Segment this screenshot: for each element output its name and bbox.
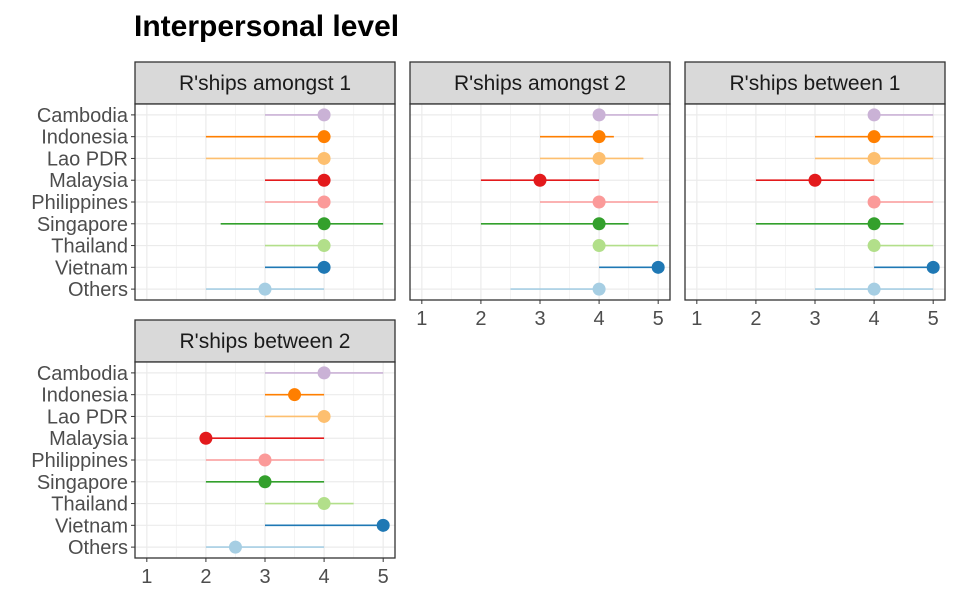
y-tick-label: Indonesia xyxy=(41,127,129,149)
facet-strip xyxy=(134,319,396,363)
y-tick-label: Philippines xyxy=(31,450,128,472)
x-tick-label: 2 xyxy=(200,566,211,588)
x-tick-label: 1 xyxy=(416,308,427,330)
data-point xyxy=(651,260,665,274)
data-point xyxy=(867,282,881,296)
y-tick-label: Philippines xyxy=(31,192,128,214)
data-point xyxy=(288,388,302,402)
y-tick-label: Vietnam xyxy=(55,515,128,537)
data-point xyxy=(592,151,606,165)
x-tick-label: 2 xyxy=(750,308,761,330)
data-point xyxy=(317,151,331,165)
data-point xyxy=(592,195,606,209)
data-point xyxy=(592,282,606,296)
data-point xyxy=(867,195,881,209)
x-tick-label: 4 xyxy=(869,308,880,330)
data-point xyxy=(317,366,331,380)
y-tick-label: Others xyxy=(68,279,128,301)
data-point xyxy=(592,130,606,144)
x-tick-label: 3 xyxy=(809,308,820,330)
x-tick-label: 5 xyxy=(928,308,939,330)
data-point xyxy=(592,239,606,253)
data-point xyxy=(926,260,940,274)
data-point xyxy=(317,497,331,511)
y-tick-label: Thailand xyxy=(51,494,128,516)
facet-strip-label: R'ships between 2 xyxy=(180,330,351,353)
x-tick-label: 2 xyxy=(475,308,486,330)
x-tick-label: 3 xyxy=(259,566,270,588)
data-point xyxy=(317,108,331,122)
y-tick-label: Others xyxy=(68,537,128,559)
data-point xyxy=(258,475,272,489)
x-tick-label: 3 xyxy=(534,308,545,330)
facet-strip xyxy=(409,61,671,105)
data-point xyxy=(317,195,331,209)
facet-strip-label: R'ships amongst 1 xyxy=(179,72,351,95)
data-point xyxy=(317,173,331,187)
data-point xyxy=(867,130,881,144)
data-point xyxy=(317,239,331,253)
data-point xyxy=(867,108,881,122)
x-tick-label: 5 xyxy=(653,308,664,330)
x-tick-label: 5 xyxy=(378,566,389,588)
y-tick-label: Lao PDR xyxy=(47,406,128,428)
data-point xyxy=(228,540,242,554)
facet-strip-label: R'ships between 1 xyxy=(730,72,901,95)
y-tick-label: Malaysia xyxy=(49,428,129,450)
data-point xyxy=(317,260,331,274)
x-tick-label: 4 xyxy=(594,308,605,330)
y-tick-label: Singapore xyxy=(37,214,128,236)
data-point xyxy=(317,130,331,144)
data-point xyxy=(258,453,272,467)
data-point xyxy=(867,151,881,165)
x-tick-label: 1 xyxy=(141,566,152,588)
x-tick-label: 1 xyxy=(691,308,702,330)
y-tick-label: Indonesia xyxy=(41,385,129,407)
y-tick-label: Cambodia xyxy=(37,363,129,385)
data-point xyxy=(317,217,331,231)
data-point xyxy=(592,108,606,122)
data-point xyxy=(258,282,272,296)
data-point xyxy=(592,217,606,231)
y-tick-label: Singapore xyxy=(37,472,128,494)
y-tick-label: Cambodia xyxy=(37,105,129,127)
data-point xyxy=(317,409,331,423)
facet-strip xyxy=(134,61,396,105)
facet-strip xyxy=(684,61,946,105)
data-point xyxy=(867,239,881,253)
data-point xyxy=(867,217,881,231)
y-tick-label: Vietnam xyxy=(55,257,128,279)
facet-panel: R'ships amongst 2 1 2 3 4 5 xyxy=(409,61,671,330)
data-point xyxy=(376,518,390,532)
y-tick-label: Thailand xyxy=(51,236,128,258)
facet-panel: R'ships between 1 1 2 3 4 5 xyxy=(684,61,946,330)
x-tick-label: 4 xyxy=(319,566,330,588)
y-tick-label: Lao PDR xyxy=(47,148,128,170)
data-point xyxy=(533,173,547,187)
y-tick-label: Malaysia xyxy=(49,170,129,192)
data-point xyxy=(199,431,213,445)
facet-strip-label: R'ships amongst 2 xyxy=(454,72,626,95)
chart-title: Interpersonal level xyxy=(134,10,400,43)
data-point xyxy=(808,173,822,187)
